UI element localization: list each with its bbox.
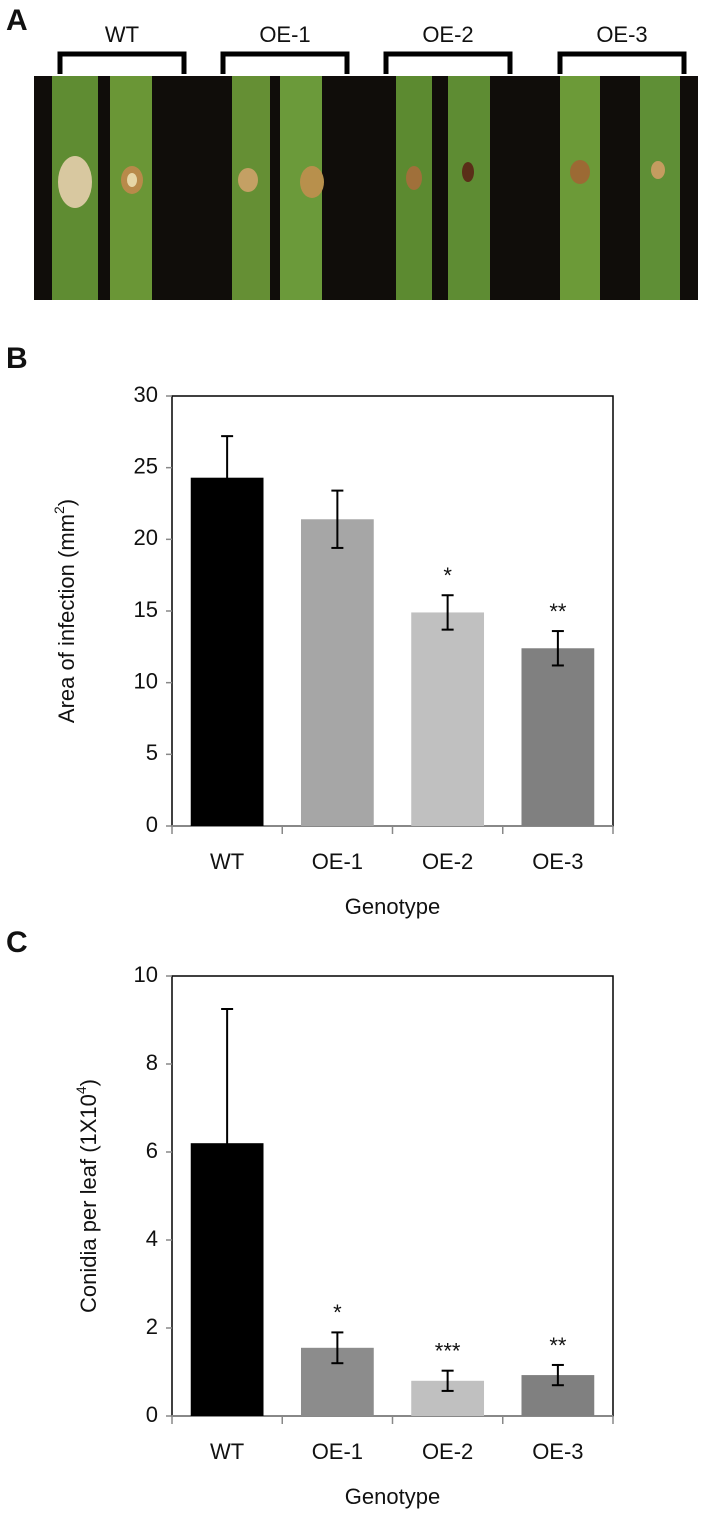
error-bar xyxy=(441,594,454,631)
error-bar xyxy=(551,630,564,667)
panel-label: B xyxy=(6,342,28,375)
y-tick-label: 4 xyxy=(146,1226,158,1251)
y-tick-label: 30 xyxy=(134,382,158,407)
y-axis-label: Area of infection (mm2) xyxy=(51,499,79,723)
x-axis-label: Genotype xyxy=(345,894,440,919)
bracket xyxy=(557,51,687,74)
y-tick-label: 5 xyxy=(146,740,158,765)
error-bar xyxy=(221,1008,234,1279)
x-tick-label: OE-1 xyxy=(312,1439,363,1464)
y-tick-label: 2 xyxy=(146,1314,158,1339)
significance: * xyxy=(333,1300,342,1325)
error-bar xyxy=(221,435,234,521)
x-tick-label: OE-2 xyxy=(422,1439,473,1464)
group-label: OE-1 xyxy=(259,22,310,47)
x-tick-label: OE-2 xyxy=(422,849,473,874)
significance: ** xyxy=(549,599,567,624)
y-tick-label: 25 xyxy=(134,453,158,478)
group-label: OE-3 xyxy=(596,22,647,47)
y-axis-label: Conidia per leaf (1X104) xyxy=(73,1079,101,1313)
error-bar xyxy=(331,1331,344,1365)
y-label-tail: ) xyxy=(54,499,79,506)
group-label: OE-2 xyxy=(422,22,473,47)
y-tick-label: 0 xyxy=(146,1402,158,1427)
y-tick-label: 0 xyxy=(146,812,158,837)
y-tick-label: 10 xyxy=(134,668,158,693)
x-tick-label: WT xyxy=(210,1439,244,1464)
significance: ** xyxy=(549,1333,567,1358)
bracket xyxy=(220,51,350,74)
y-label-text: Area of infection (mm xyxy=(54,514,79,723)
y-tick-label: 20 xyxy=(134,525,158,550)
y-tick-label: 15 xyxy=(134,597,158,622)
bracket xyxy=(57,51,187,74)
y-label-sup: 4 xyxy=(73,1086,89,1094)
x-tick-label: OE-1 xyxy=(312,849,363,874)
error-bar xyxy=(441,1369,454,1392)
error-bar xyxy=(551,1363,564,1387)
y-label-text: Conidia per leaf (1X10 xyxy=(76,1094,101,1313)
bar xyxy=(411,612,485,826)
x-tick-label: OE-3 xyxy=(532,1439,583,1464)
y-tick-label: 10 xyxy=(134,962,158,987)
group-label: WT xyxy=(105,22,139,47)
y-label-sup: 2 xyxy=(51,506,67,514)
bar xyxy=(300,519,374,826)
y-label-tail: ) xyxy=(76,1079,101,1086)
significance: *** xyxy=(435,1338,461,1363)
panel-label: C xyxy=(6,926,28,959)
leaf-photo xyxy=(34,76,698,300)
x-tick-label: WT xyxy=(210,849,244,874)
bar xyxy=(190,477,264,826)
y-tick-label: 6 xyxy=(146,1138,158,1163)
bracket xyxy=(383,51,513,74)
x-tick-label: OE-3 xyxy=(532,849,583,874)
y-tick-label: 8 xyxy=(146,1050,158,1075)
error-bar xyxy=(331,489,344,549)
significance: * xyxy=(443,563,452,588)
panel-label: A xyxy=(6,4,28,37)
bar xyxy=(521,648,595,826)
x-axis-label: Genotype xyxy=(345,1484,440,1509)
